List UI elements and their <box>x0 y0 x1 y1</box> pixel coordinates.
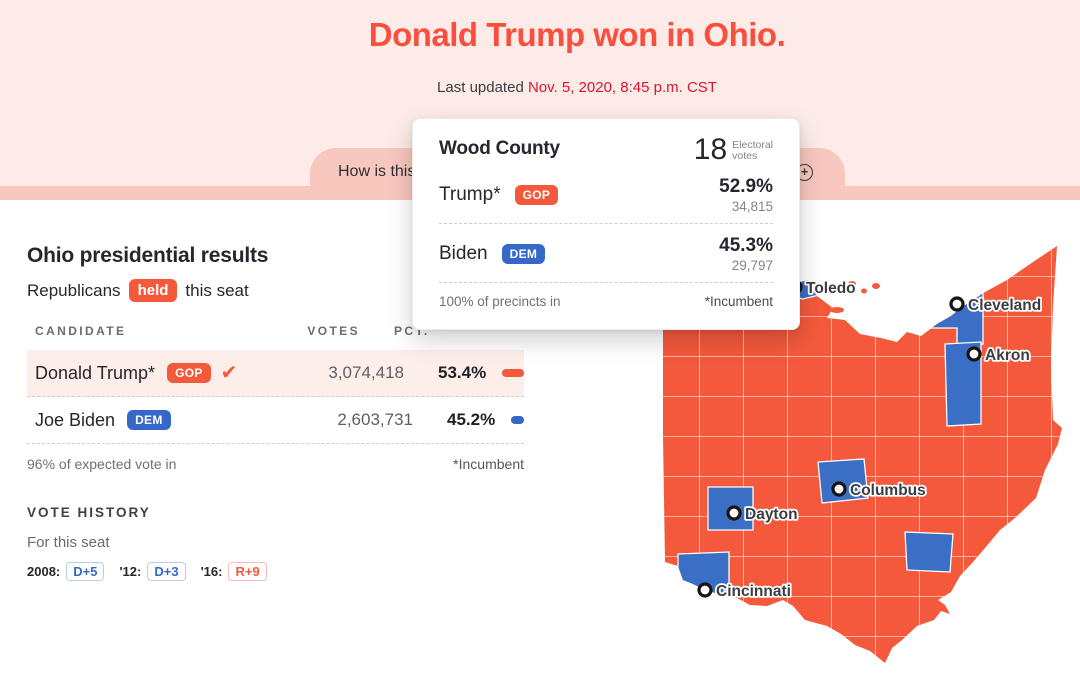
tooltip-footer: 100% of precincts in *Incumbent <box>439 294 773 309</box>
winner-check-icon: ✔ <box>220 362 238 384</box>
last-updated: Last updated Nov. 5, 2020, 8:45 p.m. CST <box>0 79 1080 96</box>
lake-island <box>861 288 867 294</box>
history-chip-dem: D+3 <box>147 562 186 581</box>
seat-prefix: Republicans <box>27 280 121 300</box>
city-label-cincinnati: Cincinnati <box>716 583 791 600</box>
results-table-header: CANDIDATE VOTES PCT. <box>27 324 524 350</box>
tooltip-header: Wood County 18 Electoral votes <box>439 135 773 165</box>
column-header-candidate: CANDIDATE <box>35 324 127 338</box>
last-updated-date: Nov. 5, 2020, 8:45 p.m. CST <box>527 79 717 96</box>
held-badge: held <box>128 279 178 302</box>
city-label-cleveland: Cleveland <box>968 297 1041 314</box>
page-title: Donald Trump won in Ohio. <box>368 16 786 53</box>
county-name: Wood County <box>439 138 560 159</box>
city-marker-columbus <box>831 481 847 497</box>
dashed-divider <box>439 282 773 283</box>
electoral-votes-value: 18 <box>693 133 728 166</box>
history-year: '16: <box>200 564 223 579</box>
party-badge-dem: DEM <box>127 410 171 430</box>
lake-island <box>848 281 856 287</box>
party-badge-gop: GOP <box>167 363 211 383</box>
results-title: Ohio presidential results <box>27 244 269 267</box>
pct-value: 52.9% <box>719 176 773 197</box>
table-row-biden: Joe Biden DEM 2,603,731 45.2% <box>27 397 524 444</box>
city-marker-dayton <box>726 505 742 521</box>
history-chip-rep: R+9 <box>228 562 267 581</box>
history-year: '12: <box>119 564 142 579</box>
dem-county-columbus[interactable] <box>817 458 869 504</box>
vote-history-entries: 2008: D+5 '12: D+3 '16: R+9 <box>27 562 524 581</box>
county-tooltip: Wood County 18 Electoral votes Trump* GO… <box>412 118 800 330</box>
electoral-votes: 18 Electoral votes <box>694 135 773 165</box>
incumbent-note: *Incumbent <box>453 456 524 472</box>
how-tab-label: How is this <box>338 163 416 180</box>
table-row-trump: Donald Trump* GOP ✔ 3,074,418 53.4% <box>27 350 524 397</box>
dashed-divider <box>439 223 773 224</box>
seat-suffix: this seat <box>185 280 249 300</box>
pct-bar-rep <box>502 369 524 377</box>
vote-count: 3,074,418 <box>328 363 404 382</box>
vote-count: 29,797 <box>731 258 773 273</box>
last-updated-prefix: Last updated <box>437 79 528 96</box>
history-entry: '16: R+9 <box>201 562 267 581</box>
tooltip-row-trump: Trump* GOP 52.9% 34,815 <box>439 174 773 216</box>
candidate-name: Biden <box>439 243 488 264</box>
vote-history-subtitle: For this seat <box>27 534 110 551</box>
column-header-votes: VOTES <box>307 324 360 338</box>
lake-peninsula <box>830 307 844 313</box>
results-panel: Ohio presidential results Republicans he… <box>27 244 524 581</box>
dem-county-athens[interactable] <box>904 531 954 573</box>
city-marker-cincinnati <box>697 582 713 598</box>
seat-status-line: Republicans held this seat <box>27 279 524 302</box>
candidate-name: Joe Biden <box>35 409 116 430</box>
expected-vote-note: 96% of expected vote in <box>27 456 177 472</box>
history-year: 2008: <box>27 564 61 579</box>
incumbent-note: *Incumbent <box>704 294 773 309</box>
city-marker-cleveland <box>949 296 965 312</box>
party-badge-gop: GOP <box>514 185 559 205</box>
city-label-akron: Akron <box>985 347 1030 364</box>
city-marker-akron <box>966 346 982 362</box>
electoral-votes-label: Electoral votes <box>732 139 773 162</box>
vote-count: 34,815 <box>731 199 773 214</box>
pct-bar-dem <box>511 416 524 424</box>
city-label-columbus: Columbus <box>850 482 926 499</box>
precincts-note: 100% of precincts in <box>439 294 561 309</box>
vote-count: 2,603,731 <box>337 410 413 429</box>
party-badge-dem: DEM <box>501 244 546 264</box>
history-entry: '12: D+3 <box>119 562 186 581</box>
results-table-footer: 96% of expected vote in *Incumbent <box>27 456 524 472</box>
history-chip-dem: D+5 <box>66 562 105 581</box>
pct-value: 45.3% <box>719 235 773 256</box>
candidate-name: Trump* <box>439 184 501 205</box>
candidate-name: Donald Trump* <box>35 362 156 383</box>
tooltip-row-biden: Biden DEM 45.3% 29,797 <box>439 233 773 275</box>
dem-county-akron[interactable] <box>944 341 982 427</box>
vote-history-title: VOTE HISTORY <box>27 505 151 520</box>
pct-value: 45.2% <box>447 410 496 429</box>
city-label-toledo: Toledo <box>806 280 856 297</box>
lake-island <box>872 283 880 289</box>
history-entry: 2008: D+5 <box>27 562 105 581</box>
pct-value: 53.4% <box>438 363 487 382</box>
city-label-dayton: Dayton <box>745 506 798 523</box>
